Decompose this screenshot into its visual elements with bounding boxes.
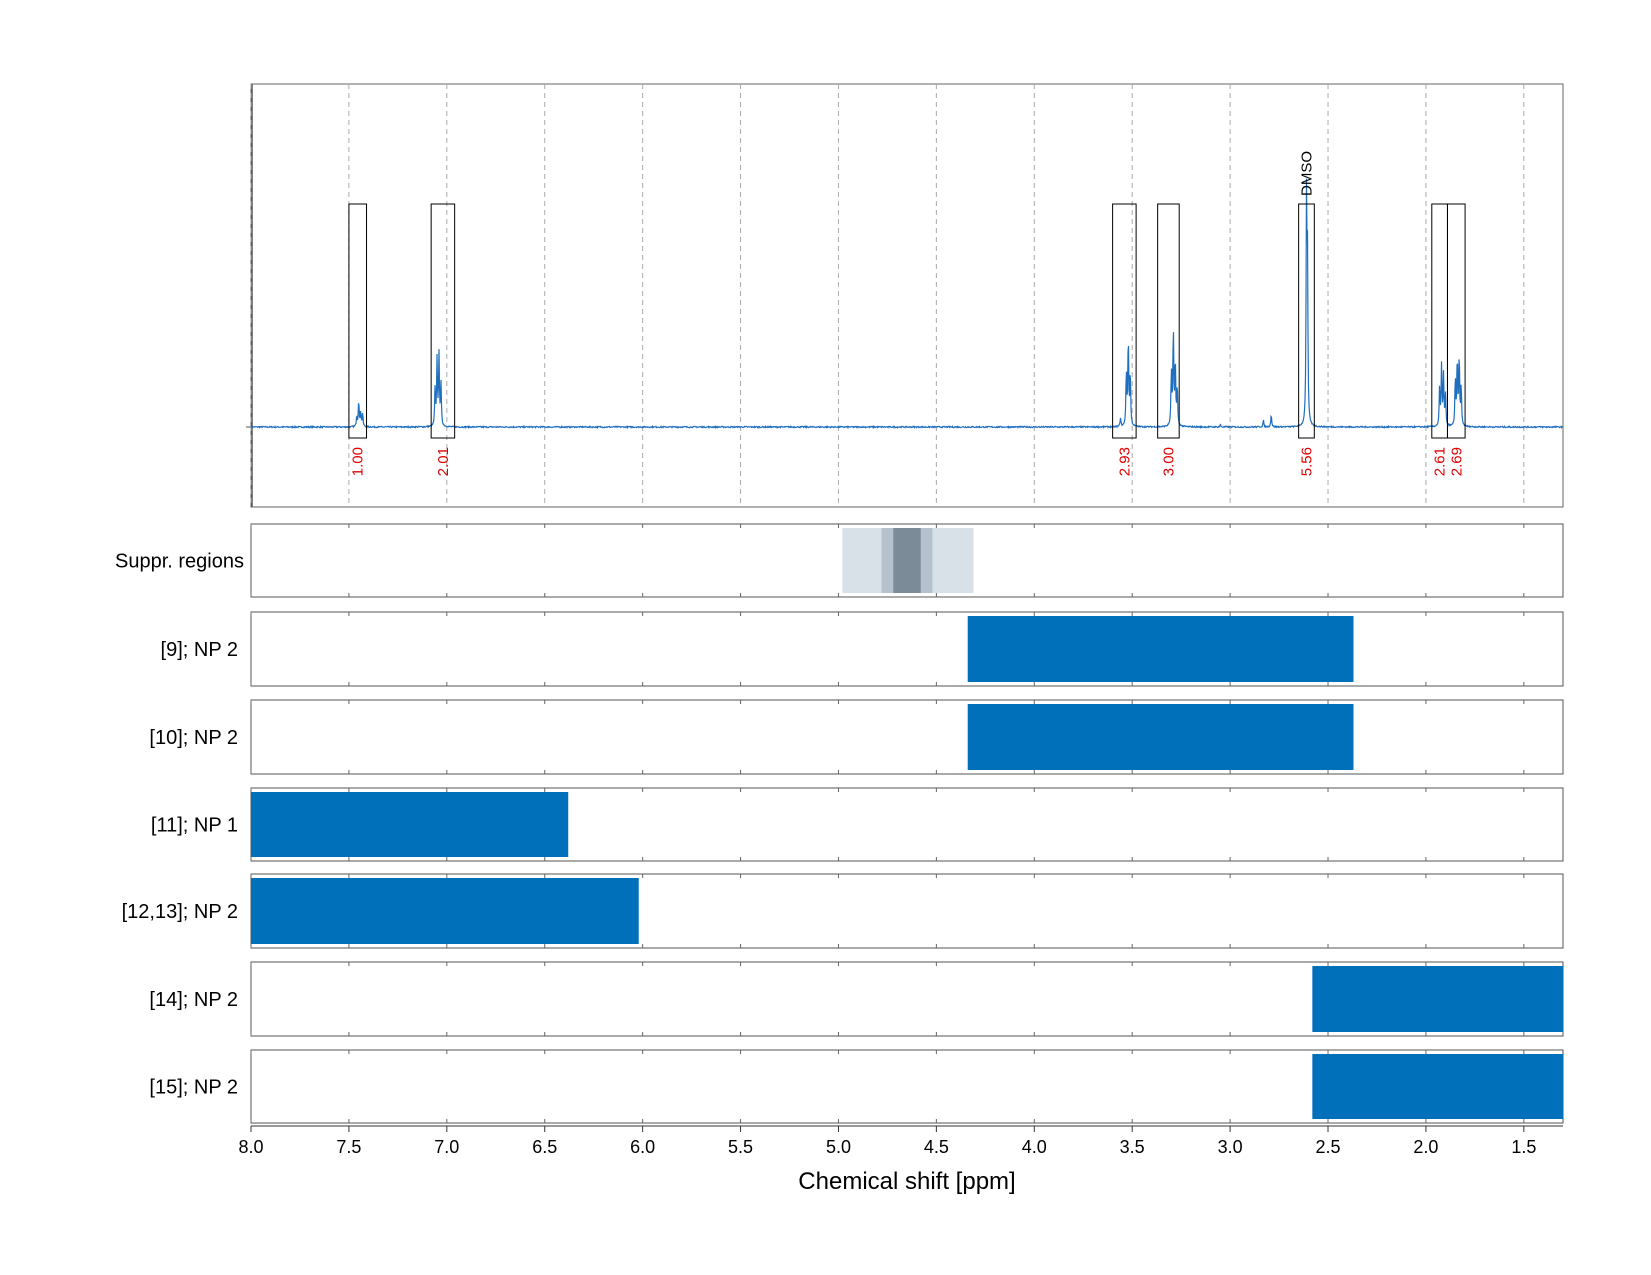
- spectrum-line: [250, 178, 1564, 430]
- x-axis-label: Chemical shift [ppm]: [798, 1168, 1015, 1195]
- coverage-row: [15]; NP 2: [149, 1049, 1564, 1124]
- series-label: [9]; NP 2: [161, 639, 238, 661]
- integration-label: 2.01: [435, 447, 452, 476]
- series-label: [12,13]; NP 2: [122, 901, 238, 923]
- x-axis: 8.0 7.5 7.0 6.5 6.0 5.5 5.0 4.5 4.0 3.5 3.0 2.5 2.0 1…: [238, 1125, 1563, 1157]
- integration-box: [348, 203, 368, 439]
- x-tick-label: 3.5: [1120, 1137, 1145, 1157]
- x-tick-label: 6.5: [532, 1137, 557, 1157]
- coverage-panels: [9]; NP 2 [10]; NP 2 [11]; NP 1 [12,13]; NP…: [122, 611, 1564, 1124]
- suppression-label: Suppr. regions: [115, 551, 244, 573]
- series-label: [15]; NP 2: [149, 1077, 238, 1099]
- x-tick-label: 5.0: [826, 1137, 851, 1157]
- suppression-panel: Suppr. regions: [115, 523, 1564, 598]
- x-tick-label: 4.0: [1022, 1137, 1047, 1157]
- integration-box: [1298, 203, 1315, 439]
- x-tick-label: 3.0: [1218, 1137, 1243, 1157]
- coverage-bar: [251, 878, 639, 944]
- x-tick-label: 4.5: [924, 1137, 949, 1157]
- integration-box: [430, 203, 456, 439]
- coverage-bar: [1312, 966, 1563, 1032]
- integration-label: 2.61: [1432, 447, 1449, 476]
- suppression-band: [893, 528, 921, 593]
- integration-label: 5.56: [1298, 447, 1315, 476]
- coverage-row: [10]; NP 2: [149, 699, 1564, 775]
- series-label: [14]; NP 2: [149, 989, 238, 1011]
- coverage-row: [12,13]; NP 2: [122, 873, 1564, 949]
- integration-box: [1446, 203, 1466, 439]
- x-tick-label: 1.5: [1511, 1137, 1536, 1157]
- x-tick-label: 8.0: [238, 1137, 263, 1157]
- coverage-frame: [250, 699, 1564, 775]
- series-label: [10]; NP 2: [149, 727, 238, 749]
- integration-label: 1.00: [350, 447, 367, 476]
- coverage-row: [9]; NP 2: [161, 611, 1564, 687]
- integration-label: 2.93: [1116, 447, 1133, 476]
- integration-box: [1112, 203, 1137, 439]
- x-tick-label: 2.5: [1315, 1137, 1340, 1157]
- coverage-bar: [967, 616, 1354, 682]
- integration-box: [1157, 203, 1180, 439]
- integration-label: 3.00: [1160, 447, 1177, 476]
- x-tick-label: 5.5: [728, 1137, 753, 1157]
- spectrum-panel: 1.00 2.01 2.93 3.00 5.56 DMSO 2.61 2.69: [246, 83, 1564, 508]
- coverage-bar: [967, 704, 1354, 770]
- coverage-frame: [250, 611, 1564, 687]
- spectrum-frame: [250, 83, 1564, 508]
- series-label: [11]; NP 1: [151, 815, 238, 837]
- coverage-row: [11]; NP 1: [151, 787, 1564, 862]
- x-tick-label: 6.0: [630, 1137, 655, 1157]
- integration-label: 2.69: [1448, 447, 1465, 476]
- x-tick-label: 2.0: [1413, 1137, 1438, 1157]
- x-tick-label: 7.0: [434, 1137, 459, 1157]
- peak-annotation: DMSO: [1298, 151, 1315, 196]
- coverage-bar: [1312, 1054, 1563, 1119]
- coverage-row: [14]; NP 2: [149, 961, 1564, 1037]
- x-tick-label: 7.5: [336, 1137, 361, 1157]
- coverage-bar: [251, 792, 569, 857]
